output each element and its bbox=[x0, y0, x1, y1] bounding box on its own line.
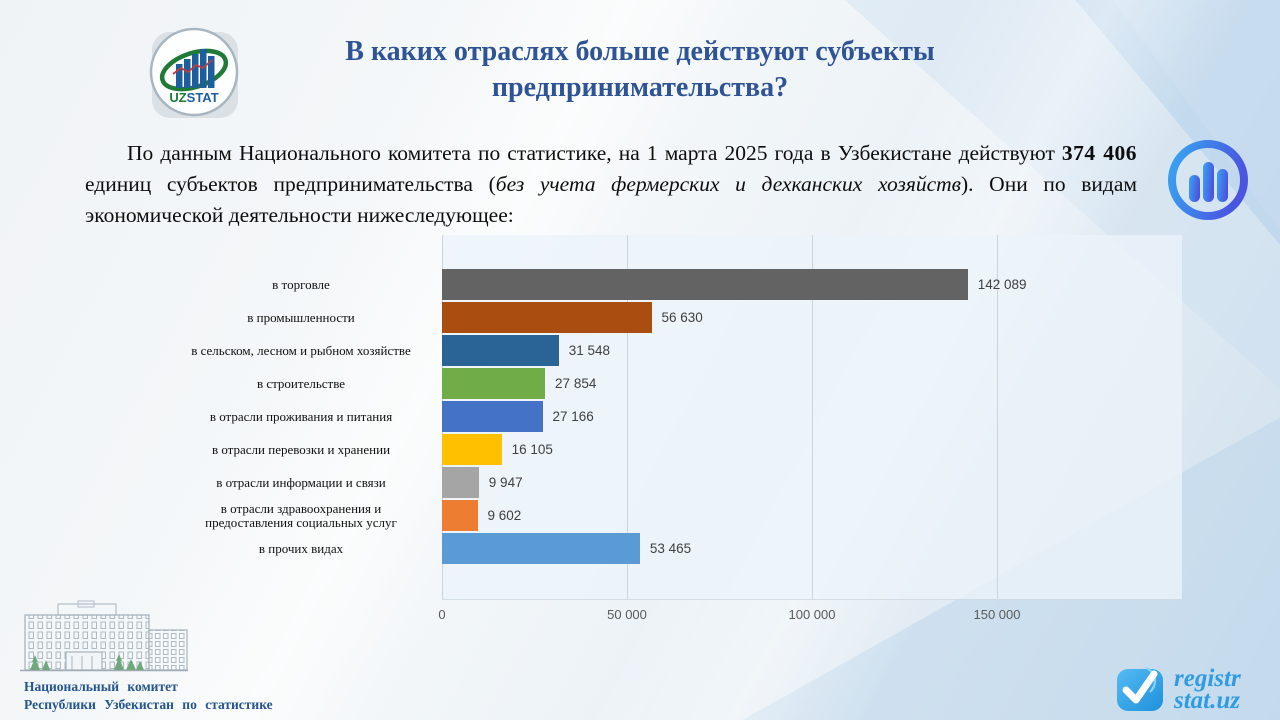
chart-row: в торговле 142 089 bbox=[90, 268, 1182, 301]
bar-value-label: 142 089 bbox=[977, 277, 1027, 292]
category-label: в отрасли информации и связи bbox=[216, 474, 386, 490]
x-axis-tick-label: 150 000 bbox=[973, 607, 1021, 622]
chart-row: в отрасли информации и связи 9 947 bbox=[90, 466, 1182, 499]
uzstat-logo-icon: UZSTAT bbox=[146, 24, 242, 120]
organization-name-line1: Национальный комитет bbox=[24, 679, 178, 694]
bar-value-label: 56 630 bbox=[661, 310, 703, 325]
bar-chart: в торговле 142 089 в промышленности 56 630 в… bbox=[90, 235, 1190, 635]
x-axis-tick-label: 100 000 bbox=[788, 607, 836, 622]
page-title-line2: предпринимательства? bbox=[491, 72, 789, 103]
page-title-line1: В каких отраслях больше действуют субъек… bbox=[345, 36, 935, 67]
page-title: В каких отраслях больше действуют субъек… bbox=[270, 34, 1010, 106]
bar-value-label: 31 548 bbox=[568, 343, 611, 358]
intro-text: По данным Национального комитета по стат… bbox=[127, 141, 1062, 165]
organization-name: Национальный комитет Республики Узбекист… bbox=[24, 678, 273, 714]
category-label: в промышленности bbox=[247, 309, 355, 325]
gridline bbox=[627, 235, 628, 599]
chart-row: в строительстве 27 854 bbox=[90, 367, 1182, 400]
bar-value-label: 9 602 bbox=[487, 508, 522, 523]
gridline bbox=[997, 235, 998, 599]
svg-text:UZSTAT: UZSTAT bbox=[169, 90, 218, 105]
registr-check-icon bbox=[1117, 666, 1163, 711]
category-label: в отрасли перевозки и хранении bbox=[211, 441, 391, 457]
registr-stat-logo: registr stat.uz bbox=[1116, 665, 1241, 714]
bar bbox=[442, 368, 546, 399]
bar bbox=[442, 401, 543, 432]
bar-chart-icon bbox=[1164, 136, 1252, 224]
intro-text-3: ). Они по видам экономической деятельнос… bbox=[85, 172, 1138, 227]
bar-value-label: 27 166 bbox=[552, 409, 594, 424]
intro-total-count: 374 406 bbox=[1061, 141, 1137, 165]
chart-row: в отрасли проживания и питания 27 166 bbox=[90, 400, 1182, 433]
category-label: в прочих видах bbox=[258, 540, 344, 556]
committee-building-illustration bbox=[18, 600, 190, 685]
chart-row: в отрасли здравоохранения и предоставлен… bbox=[90, 499, 1182, 532]
bar bbox=[442, 269, 968, 300]
chart-row: в промышленности 56 630 bbox=[90, 301, 1182, 334]
bar-value-label: 53 465 bbox=[649, 541, 692, 556]
organization-name-line2: Республики Узбекистан по статистике bbox=[24, 697, 273, 712]
bar-value-label: 16 105 bbox=[511, 442, 553, 457]
uzstat-logo-stat: STAT bbox=[187, 90, 219, 105]
bar bbox=[442, 335, 559, 366]
category-label: в торговле bbox=[272, 276, 330, 292]
registr-logo-line1: registr bbox=[1174, 665, 1241, 692]
category-label: в отрасли здравоохранения и предоставлен… bbox=[205, 500, 397, 530]
bar bbox=[442, 434, 502, 465]
category-label: в строительстве bbox=[256, 375, 346, 391]
chart-row: в отрасли перевозки и хранении 16 105 bbox=[90, 433, 1182, 466]
bar bbox=[442, 467, 479, 498]
chart-row: в сельском, лесном и рыбном хозяйстве 31 … bbox=[90, 334, 1182, 367]
chart-rows: в торговле 142 089 в промышленности 56 630 в… bbox=[90, 268, 1182, 565]
bar-value-label: 27 854 bbox=[555, 376, 597, 391]
chart-row: в прочих видах 53 465 bbox=[90, 532, 1182, 565]
registr-logo-line2: stat.uz bbox=[1174, 687, 1241, 714]
x-axis-tick-label: 50 000 bbox=[607, 607, 647, 622]
gridline bbox=[812, 235, 813, 599]
category-label: в отрасли проживания и питания bbox=[209, 408, 393, 424]
intro-paragraph: По данным Национального комитета по стат… bbox=[85, 138, 1137, 231]
uzstat-logo-uz: UZ bbox=[169, 90, 186, 105]
bar-value-label: 9 947 bbox=[488, 475, 523, 490]
x-axis-tick-label: 0 bbox=[438, 607, 446, 622]
intro-text-2: единиц субъектов предпринимательства ( bbox=[85, 172, 496, 196]
intro-exclusion-note: без учета фермерских и дехканских хозяйс… bbox=[495, 172, 961, 196]
chart-x-axis: 0 50 000 100 000 150 000 bbox=[438, 607, 1182, 627]
bar bbox=[442, 500, 478, 531]
bar bbox=[442, 533, 640, 564]
category-label: в сельском, лесном и рыбном хозяйстве bbox=[191, 342, 411, 358]
bar bbox=[442, 302, 652, 333]
